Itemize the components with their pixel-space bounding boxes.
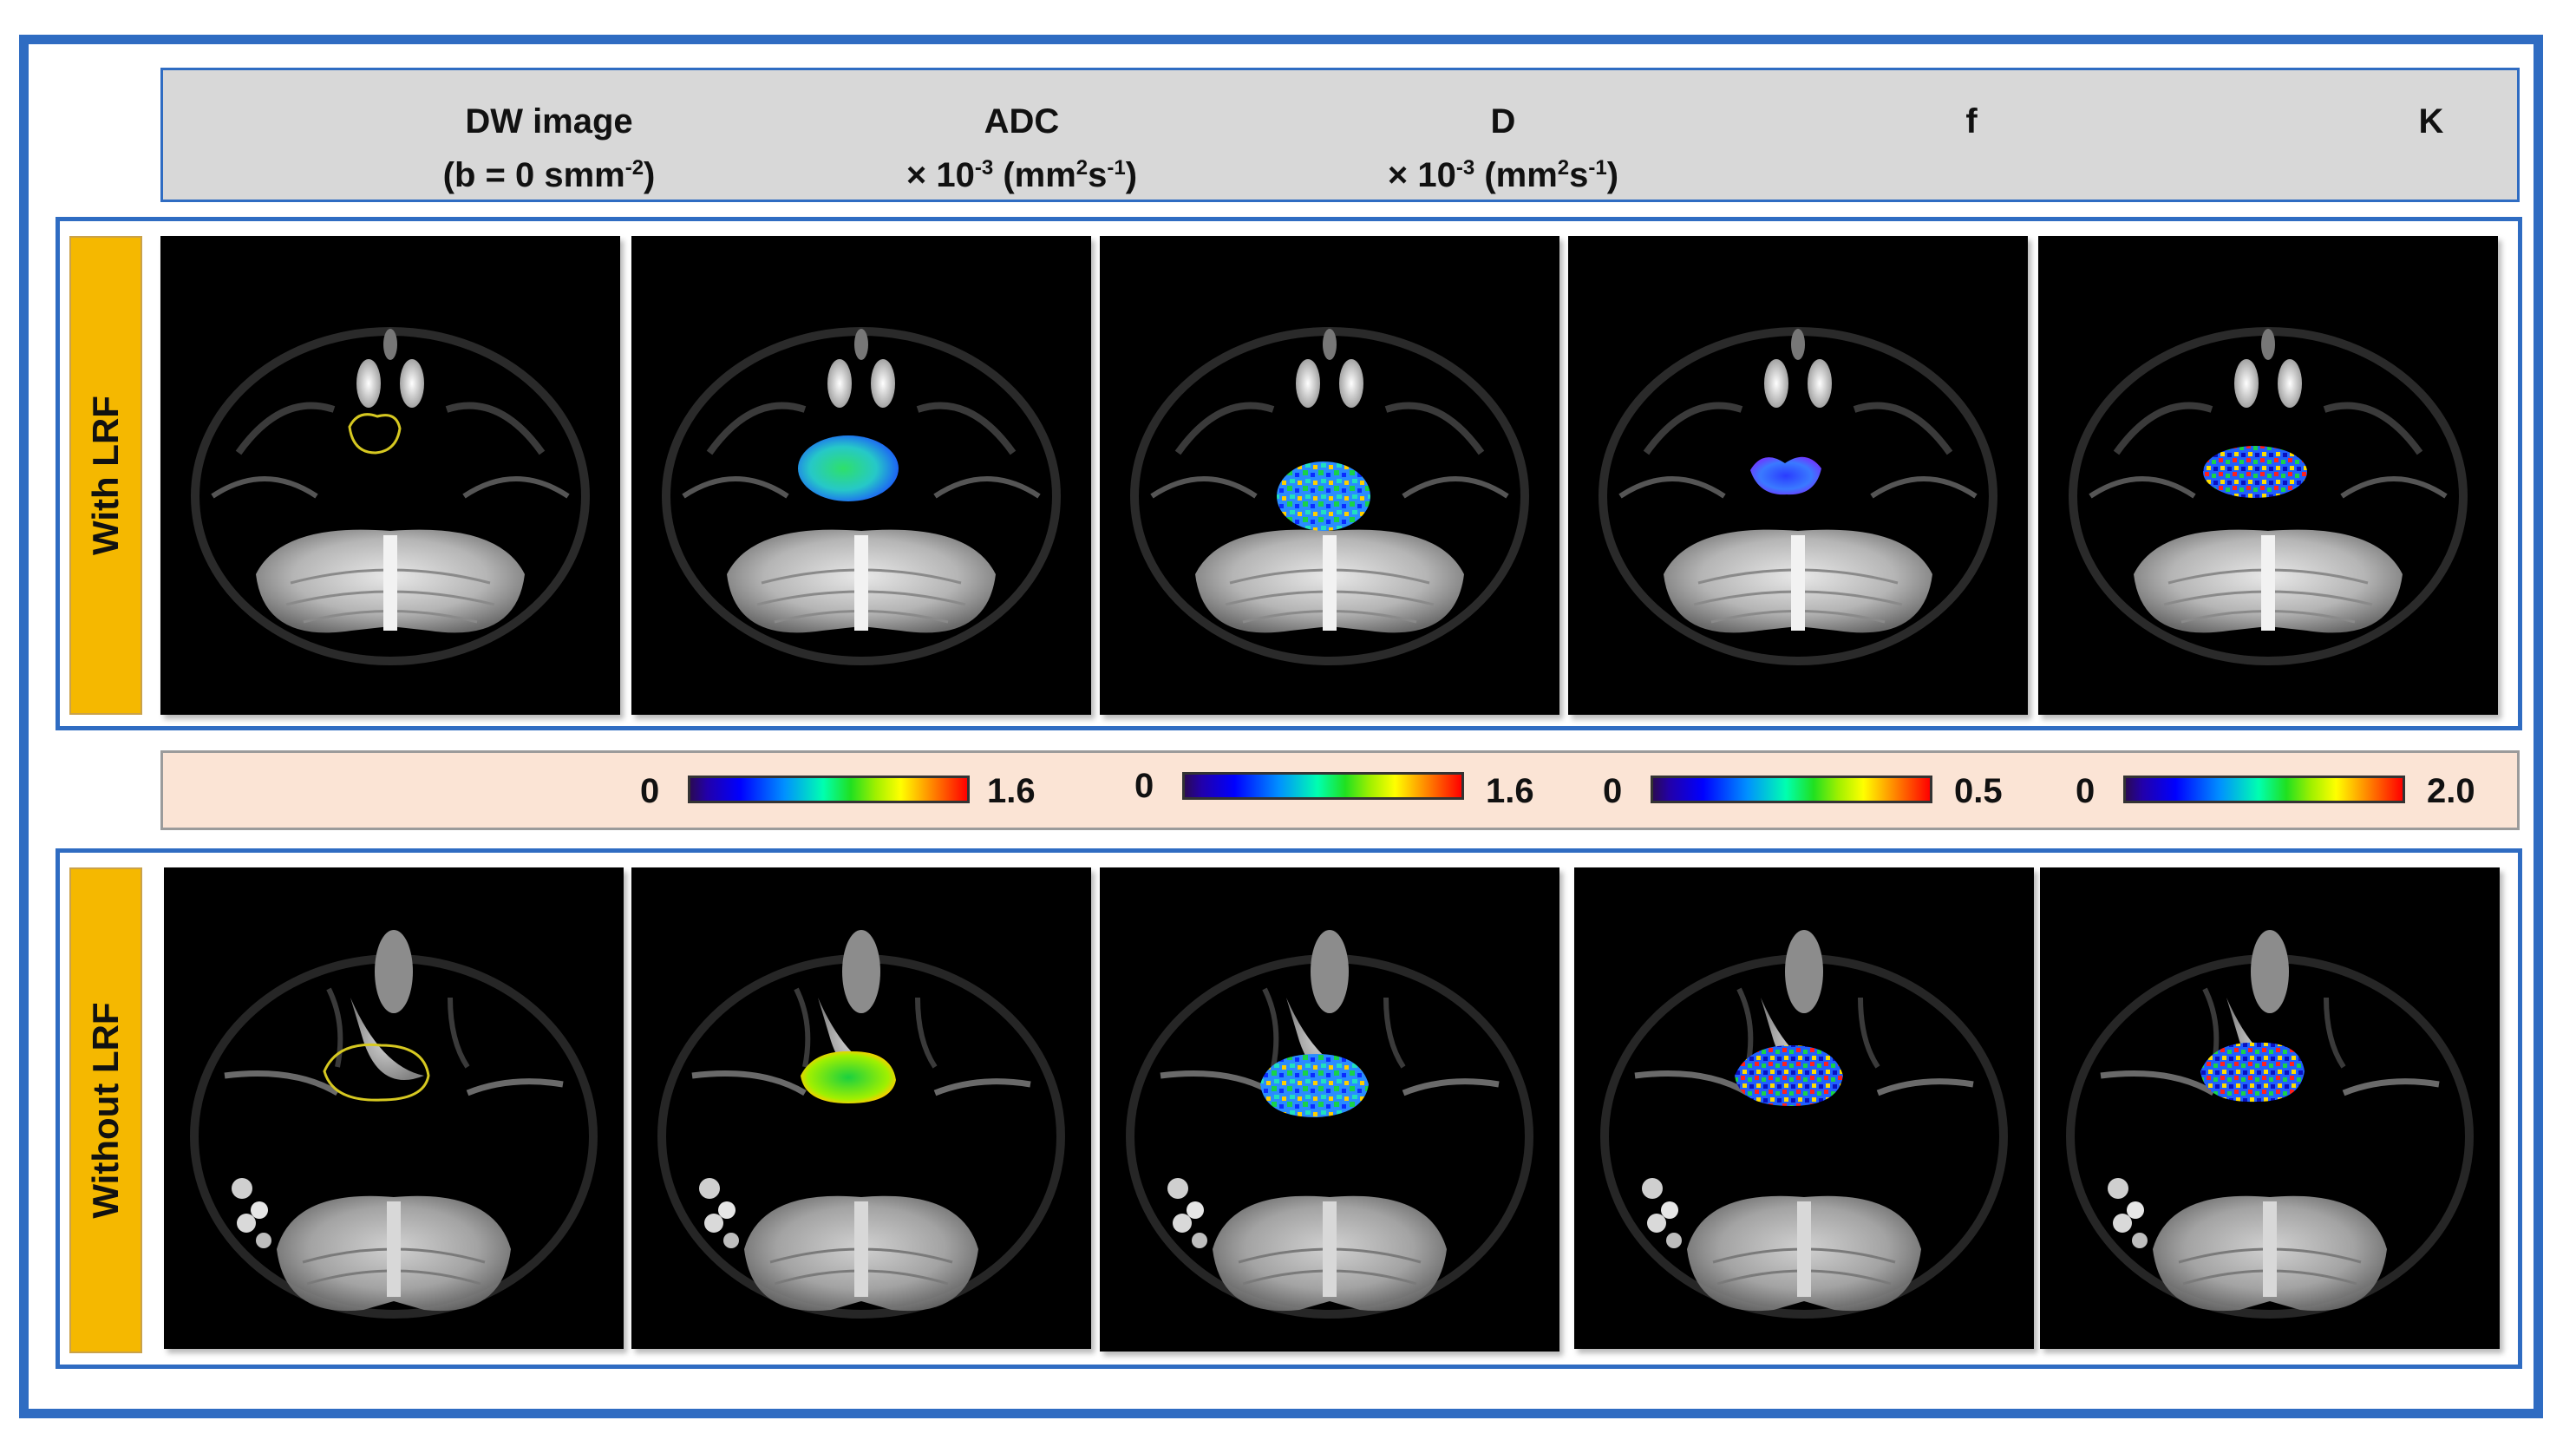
f-map-with-lrf — [1568, 236, 2028, 715]
header-f: f — [1965, 102, 1978, 141]
adc-colorbar — [688, 776, 970, 803]
adc-colorbar-max: 1.6 — [987, 772, 1036, 810]
k-colorbar-max: 2.0 — [2427, 772, 2475, 810]
k-colorbar-min: 0 — [2076, 772, 2095, 810]
row-label-without-lrf: Without LRF — [69, 867, 142, 1353]
d-colorbar-min: 0 — [1134, 767, 1154, 805]
f-colorbar-max: 0.5 — [1954, 772, 2003, 810]
k-map-without-lrf — [2040, 867, 2500, 1349]
f-map-without-lrf — [1574, 867, 2034, 1349]
f-colorbar-min: 0 — [1603, 772, 1623, 810]
dw-image-with-lrf — [160, 236, 620, 715]
row-label-with-lrf: With LRF — [69, 236, 142, 715]
d-colorbar-max: 1.6 — [1486, 772, 1534, 810]
adc-map-without-lrf — [631, 867, 1091, 1349]
header-k: K — [2418, 102, 2444, 141]
f-colorbar — [1651, 776, 1932, 803]
adc-map-with-lrf — [631, 236, 1091, 715]
adc-colorbar-min: 0 — [640, 772, 660, 810]
d-map-without-lrf — [1100, 867, 1559, 1352]
column-header-bar: DW image (b = 0 smm-2) ADC × 10-3 (mm2s-… — [160, 68, 2520, 202]
dw-image-without-lrf — [164, 867, 624, 1349]
k-colorbar — [2123, 776, 2405, 803]
d-colorbar — [1182, 772, 1464, 800]
k-map-with-lrf — [2038, 236, 2498, 715]
colorbar-strip: 0 1.6 0 1.6 0 0.5 0 2.0 — [160, 750, 2520, 830]
header-d: D × 10-3 (mm2s-1) — [1387, 102, 1619, 194]
d-map-with-lrf — [1100, 236, 1559, 715]
header-adc: ADC × 10-3 (mm2s-1) — [906, 102, 1138, 194]
header-dw-image: DW image (b = 0 smm-2) — [442, 102, 656, 194]
